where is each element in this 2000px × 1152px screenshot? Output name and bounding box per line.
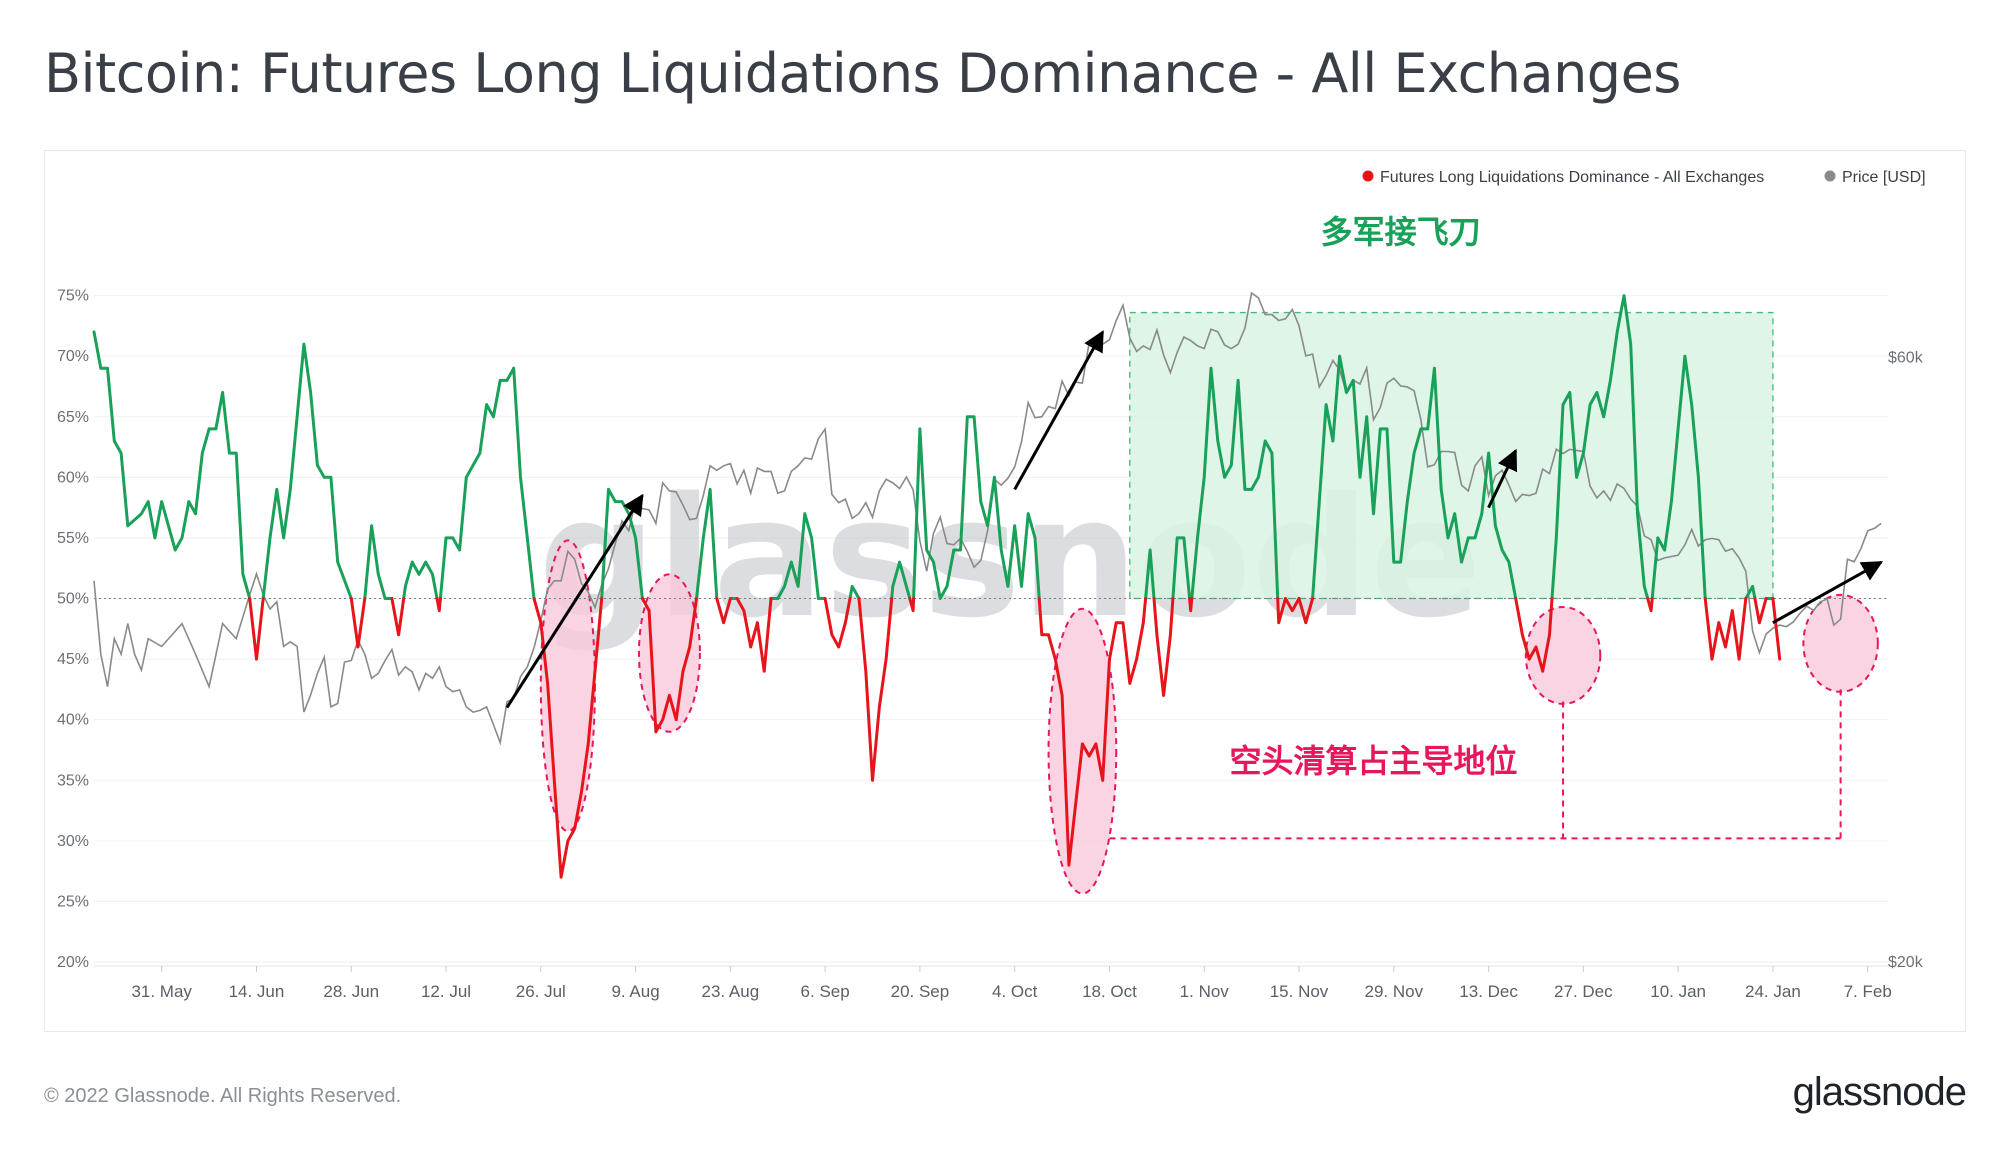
y-tick-label: 25%	[57, 893, 89, 910]
trend-arrow	[1013, 330, 1105, 491]
price-tick-label: $20k	[1888, 954, 1924, 971]
price-tick-label: $60k	[1888, 350, 1924, 367]
x-tick-label: 26. Jul	[516, 982, 566, 1001]
x-tick-label: 12. Jul	[421, 982, 471, 1001]
copyright-text: © 2022 Glassnode. All Rights Reserved.	[44, 1085, 402, 1107]
x-tick-label: 13. Dec	[1459, 982, 1518, 1001]
brand-logo: glassnode	[1792, 1070, 1967, 1114]
chart-title: Bitcoin: Futures Long Liquidations Domin…	[44, 42, 1681, 105]
y-tick-label: 70%	[57, 348, 89, 365]
x-tick-label: 31. May	[131, 982, 192, 1001]
x-tick-label: 14. Jun	[229, 982, 285, 1001]
y-tick-label: 45%	[57, 651, 89, 668]
x-tick-label: 28. Jun	[323, 982, 379, 1001]
y-tick-label: 40%	[57, 712, 89, 729]
y-tick-label: 55%	[57, 530, 89, 547]
x-tick-label: 1. Nov	[1180, 982, 1230, 1001]
highlight-ellipse	[637, 573, 701, 733]
x-tick-label: 4. Oct	[992, 982, 1038, 1001]
y-tick-label: 30%	[57, 833, 89, 850]
y-tick-label: 65%	[57, 409, 89, 426]
legend-swatch-dominance	[1362, 170, 1374, 182]
legend-label-price: Price [USD]	[1842, 169, 1926, 186]
chart-frame	[44, 150, 1966, 1032]
x-tick-label: 20. Sep	[891, 982, 950, 1001]
trend-arrow	[1772, 560, 1884, 625]
y-tick-label: 20%	[57, 954, 89, 971]
legend-swatch-price	[1824, 170, 1836, 182]
x-tick-label: 24. Jan	[1745, 982, 1801, 1001]
y-tick-label: 60%	[57, 469, 89, 486]
x-tick-label: 29. Nov	[1365, 982, 1424, 1001]
x-tick-label: 10. Jan	[1650, 982, 1706, 1001]
legend-label-dominance: Futures Long Liquidations Dominance - Al…	[1380, 169, 1764, 186]
x-tick-label: 9. Aug	[611, 982, 659, 1001]
series-price-line	[93, 291, 1882, 746]
x-tick-label: 18. Oct	[1082, 982, 1137, 1001]
y-tick-label: 50%	[57, 591, 89, 608]
annotation-connector	[1109, 689, 1842, 840]
x-tick-label: 7. Feb	[1844, 982, 1892, 1001]
annotation-label-long: 多军接飞刀	[1321, 213, 1481, 251]
x-tick-label: 15. Nov	[1270, 982, 1329, 1001]
x-tick-label: 23. Aug	[702, 982, 760, 1001]
y-tick-label: 75%	[57, 288, 89, 305]
x-tick-label: 6. Sep	[801, 982, 850, 1001]
annotation-label-short: 空头清算占主导地位	[1229, 742, 1517, 780]
y-tick-label: 35%	[57, 772, 89, 789]
x-tick-label: 27. Dec	[1554, 982, 1613, 1001]
series-dominance-below-50	[248, 597, 1782, 879]
trend-arrow	[1487, 448, 1518, 509]
trend-arrow	[505, 493, 644, 709]
